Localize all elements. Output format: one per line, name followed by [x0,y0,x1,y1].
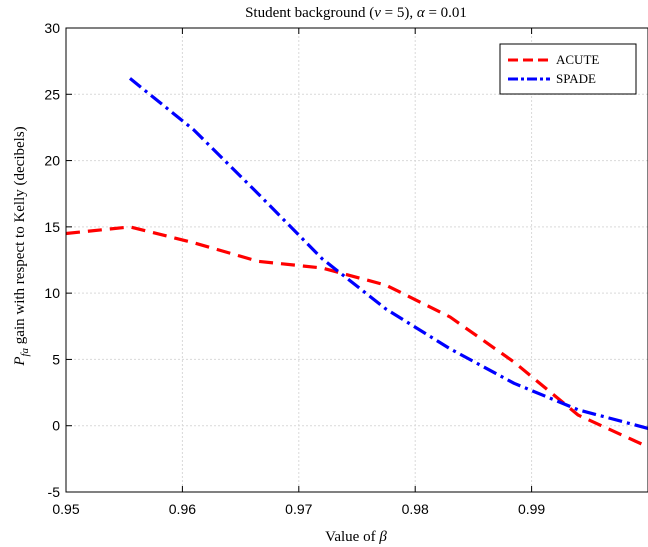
x-tick-label: 0.97 [285,501,312,517]
y-tick-label: 5 [52,351,60,367]
series-line-spade [128,77,648,430]
series-layer [65,77,648,449]
series-line-acute [65,225,648,449]
y-tick-label: 25 [44,86,60,102]
plot-frame [65,27,648,493]
legend: ACUTE SPADE [499,43,637,95]
ticks: 0.95 0.96 0.97 0.98 0.99 -5 0 5 10 15 20 25 30 [44,20,545,517]
x-axis-label: Value of β [325,529,387,545]
y-tick-label: 15 [44,219,60,235]
legend-label-spade: SPADE [556,71,596,86]
y-tick-label: -5 [48,484,61,500]
x-tick-label: 0.95 [52,501,79,517]
legend-box [499,43,637,95]
x-tick-label: 0.98 [402,501,429,517]
y-tick-label: 10 [44,285,60,301]
y-axis-label: Pfa gain with respect to Kelly (decibels… [12,126,31,366]
y-tick-label: 30 [44,20,60,36]
x-tick-label: 0.99 [518,501,545,517]
y-tick-label: 0 [52,418,60,434]
x-tick-label: 0.96 [169,501,196,517]
legend-label-acute: ACUTE [556,52,599,67]
chart-title: Student background (ν = 5), α = 0.01 [245,5,467,21]
y-tick-label: 20 [44,153,60,169]
